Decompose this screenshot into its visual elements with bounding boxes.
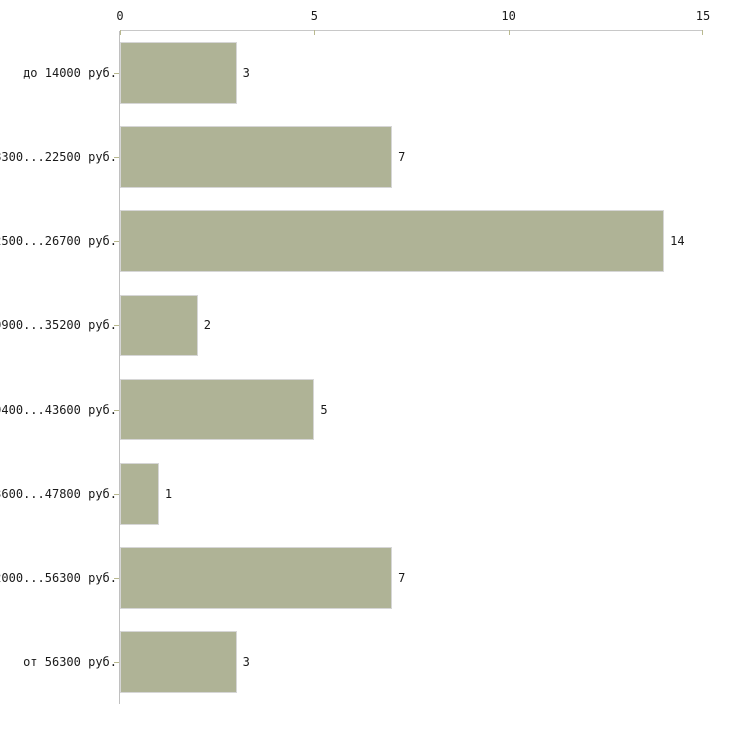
bar (120, 294, 198, 357)
y-tick-mark (114, 157, 119, 158)
x-tick-mark (508, 30, 510, 35)
y-tick-mark (114, 241, 119, 242)
bar-value-label: 7 (398, 150, 406, 165)
y-tick-label: 43600...47800 руб. (0, 486, 117, 501)
x-tick-label: 15 (695, 9, 711, 23)
y-tick-mark (114, 325, 119, 326)
y-tick-mark (114, 410, 119, 411)
y-axis-line (119, 31, 120, 704)
y-tick-label: до 14000 руб. (23, 66, 117, 81)
y-tick-mark (114, 73, 119, 74)
y-tick-mark (114, 662, 119, 663)
x-tick-label: 5 (310, 9, 318, 23)
bar-value-label: 7 (398, 570, 406, 585)
x-tick-label: 10 (501, 9, 516, 23)
x-axis-line (120, 30, 703, 31)
y-tick-label: 52000...56300 руб. (0, 570, 117, 585)
bar (120, 631, 237, 693)
x-tick-mark (120, 30, 121, 35)
bar (120, 210, 665, 273)
bar-value-label: 14 (670, 234, 685, 249)
bar (120, 42, 237, 104)
y-tick-mark (114, 494, 119, 495)
x-tick-label: 0 (116, 9, 124, 23)
y-tick-label: от 56300 руб. (23, 654, 117, 669)
bar-value-label: 3 (242, 66, 250, 81)
y-tick-label: 30900...35200 руб. (0, 318, 117, 333)
y-tick-label: 39400...43600 руб. (0, 402, 117, 417)
bar-value-label: 5 (320, 402, 328, 417)
bar-value-label: 2 (203, 318, 211, 333)
bar (120, 546, 393, 609)
bar-value-label: 1 (164, 486, 173, 501)
bar (120, 126, 393, 189)
bar (120, 378, 315, 441)
y-tick-label: 22500...26700 руб. (0, 234, 117, 249)
x-tick-mark (314, 30, 316, 35)
y-tick-label: 18300...22500 руб. (0, 150, 117, 165)
bar-value-label: 3 (242, 654, 250, 669)
bar (120, 462, 159, 525)
x-tick-mark (702, 30, 703, 35)
y-tick-mark (114, 578, 119, 579)
